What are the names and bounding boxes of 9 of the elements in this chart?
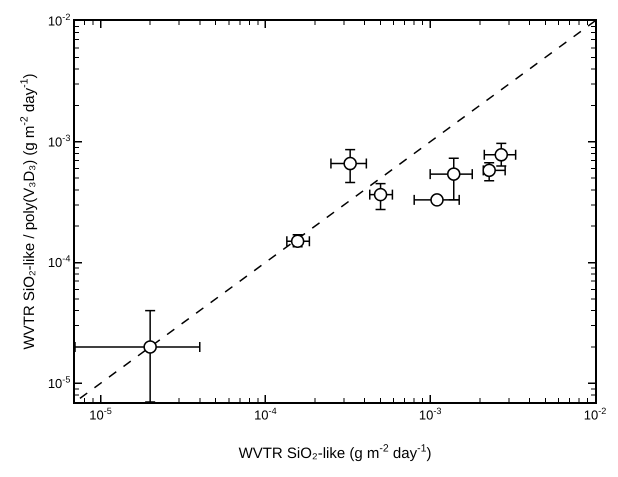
y-tick-label: 10$^{-2}$	[48, 12, 70, 29]
x-tick-label: 10$^{-5}$	[89, 406, 112, 423]
x-tick-label: 10$^{-4}$	[254, 406, 277, 423]
x-tick-label: 10$^{-2}$	[584, 406, 606, 423]
y-tick-label: 10$^{-3}$	[48, 132, 70, 150]
x-axis-title: WVTR SiO₂-like (g m$^{-2}$ day$^{-1}$)	[238, 442, 432, 462]
y-tick-label: 10$^{-5}$	[48, 374, 70, 391]
x-tick-label: 10$^{-3}$	[418, 406, 442, 423]
y-tick-label: 10$^{-4}$	[48, 254, 70, 270]
